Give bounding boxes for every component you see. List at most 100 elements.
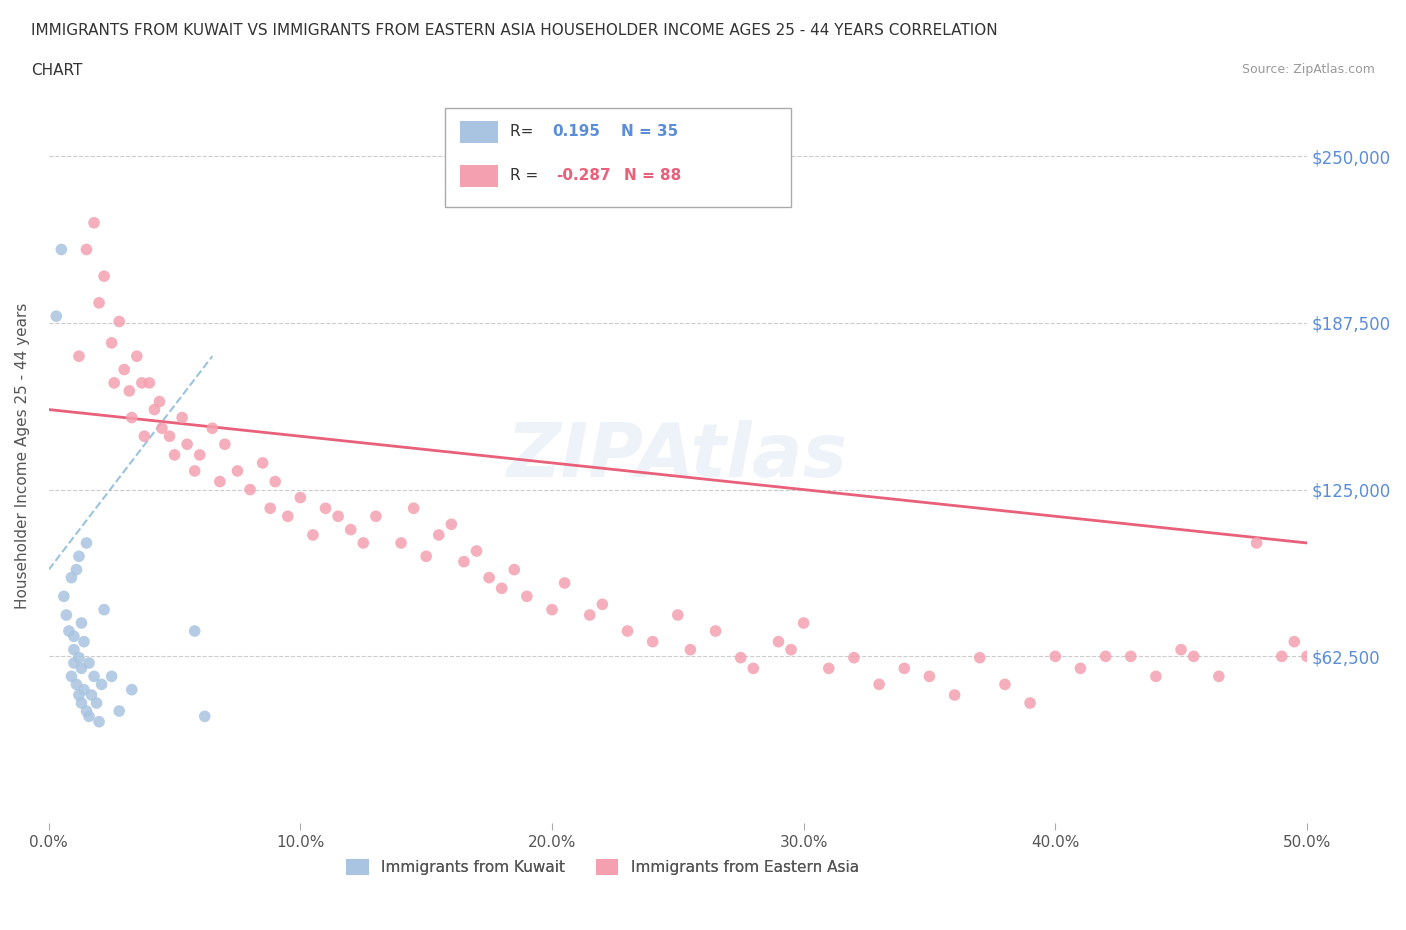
- Point: [70, 616, 93, 631]
- Point: [252, 456, 274, 471]
- Point: [264, 474, 287, 489]
- Point: [77, 709, 100, 724]
- Point: [1119, 649, 1142, 664]
- Point: [768, 634, 790, 649]
- Point: [76, 242, 98, 257]
- Point: [67, 687, 90, 702]
- Point: [893, 661, 915, 676]
- Point: [208, 474, 231, 489]
- Point: [73, 634, 96, 649]
- Point: [969, 650, 991, 665]
- Point: [55, 607, 77, 622]
- Point: [76, 704, 98, 719]
- Point: [58, 623, 80, 638]
- Point: [1144, 669, 1167, 684]
- Point: [143, 402, 166, 417]
- Point: [704, 623, 727, 638]
- Point: [148, 394, 170, 409]
- Text: N = 88: N = 88: [624, 168, 681, 183]
- Point: [183, 623, 205, 638]
- Point: [389, 536, 412, 551]
- Point: [172, 410, 194, 425]
- Point: [63, 629, 86, 644]
- Text: R =: R =: [510, 168, 544, 183]
- Text: IMMIGRANTS FROM KUWAIT VS IMMIGRANTS FROM EASTERN ASIA HOUSEHOLDER INCOME AGES 2: IMMIGRANTS FROM KUWAIT VS IMMIGRANTS FRO…: [31, 23, 998, 38]
- Point: [259, 501, 281, 516]
- Point: [302, 527, 325, 542]
- Point: [641, 634, 664, 649]
- Point: [188, 447, 211, 462]
- Point: [60, 669, 83, 684]
- Point: [100, 669, 122, 684]
- Point: [541, 603, 564, 618]
- Point: [93, 603, 115, 618]
- Point: [352, 536, 374, 551]
- Point: [679, 643, 702, 658]
- Point: [121, 410, 143, 425]
- Point: [478, 570, 501, 585]
- Point: [70, 661, 93, 676]
- Point: [93, 269, 115, 284]
- Point: [73, 683, 96, 698]
- Point: [67, 650, 90, 665]
- Point: [176, 437, 198, 452]
- Point: [315, 501, 337, 516]
- Point: [138, 376, 160, 391]
- Point: [45, 309, 67, 324]
- Point: [134, 429, 156, 444]
- Point: [742, 661, 765, 676]
- Point: [150, 420, 173, 435]
- Point: [70, 696, 93, 711]
- Point: [103, 376, 125, 391]
- Point: [290, 490, 312, 505]
- Text: Source: ZipAtlas.com: Source: ZipAtlas.com: [1241, 63, 1375, 76]
- Point: [1170, 643, 1192, 658]
- Point: [87, 296, 110, 311]
- Point: [1271, 649, 1294, 664]
- Point: [63, 643, 86, 658]
- Text: N = 35: N = 35: [621, 125, 679, 140]
- Point: [780, 643, 803, 658]
- Point: [326, 509, 349, 524]
- Point: [100, 336, 122, 351]
- Point: [491, 581, 513, 596]
- Point: [108, 704, 131, 719]
- Point: [77, 656, 100, 671]
- Point: [80, 687, 103, 702]
- Point: [83, 216, 105, 231]
- Point: [108, 314, 131, 329]
- Point: [60, 570, 83, 585]
- Point: [51, 242, 73, 257]
- Point: [1045, 649, 1067, 664]
- Text: -0.287: -0.287: [555, 168, 610, 183]
- Point: [1246, 536, 1268, 551]
- Point: [427, 527, 450, 542]
- Point: [666, 607, 689, 622]
- Point: [183, 463, 205, 478]
- Point: [465, 543, 488, 558]
- Point: [226, 463, 249, 478]
- Point: [578, 607, 600, 622]
- Y-axis label: Householder Income Ages 25 - 44 years: Householder Income Ages 25 - 44 years: [15, 303, 30, 609]
- Point: [63, 656, 86, 671]
- Point: [554, 576, 576, 591]
- Point: [402, 501, 425, 516]
- Text: ZIPAtlas: ZIPAtlas: [508, 419, 848, 493]
- Legend: Immigrants from Kuwait, Immigrants from Eastern Asia: Immigrants from Kuwait, Immigrants from …: [340, 854, 865, 882]
- Point: [453, 554, 475, 569]
- Point: [516, 589, 538, 604]
- Point: [83, 669, 105, 684]
- Point: [65, 563, 87, 578]
- Point: [842, 650, 865, 665]
- Point: [994, 677, 1017, 692]
- Point: [868, 677, 890, 692]
- Point: [201, 420, 224, 435]
- Point: [131, 376, 153, 391]
- Point: [364, 509, 387, 524]
- Point: [277, 509, 299, 524]
- Point: [415, 549, 437, 564]
- Point: [616, 623, 638, 638]
- Text: CHART: CHART: [31, 63, 83, 78]
- Point: [918, 669, 941, 684]
- Point: [67, 349, 90, 364]
